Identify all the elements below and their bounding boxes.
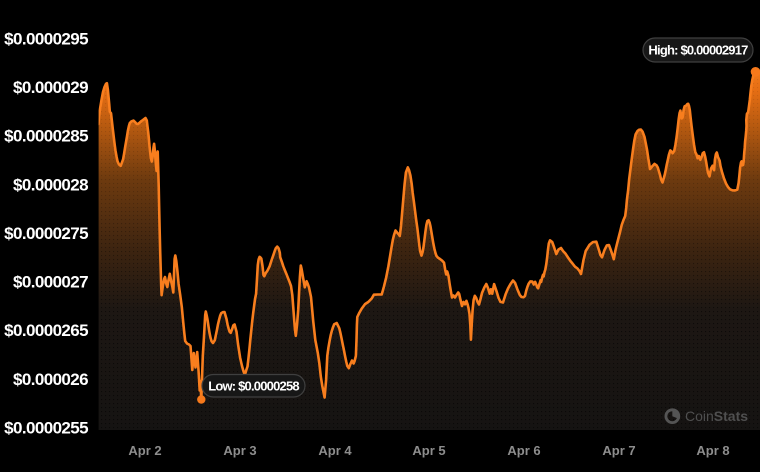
- svg-text:$0.0000285: $0.0000285: [4, 127, 88, 146]
- svg-text:Apr 2: Apr 2: [128, 443, 161, 458]
- svg-text:Apr 4: Apr 4: [318, 443, 352, 458]
- svg-text:$0.0000275: $0.0000275: [4, 224, 88, 243]
- svg-text:Apr 3: Apr 3: [223, 443, 256, 458]
- svg-text:CoinStats: CoinStats: [685, 408, 748, 424]
- svg-text:Apr 8: Apr 8: [696, 443, 729, 458]
- svg-text:$0.000028: $0.000028: [13, 175, 88, 194]
- svg-text:$0.0000295: $0.0000295: [4, 30, 88, 49]
- svg-text:Apr 6: Apr 6: [507, 443, 540, 458]
- svg-text:$0.000029: $0.000029: [13, 78, 88, 97]
- svg-text:Apr 7: Apr 7: [602, 443, 635, 458]
- svg-text:Low: $0.0000258: Low: $0.0000258: [208, 379, 299, 394]
- svg-text:High: $0.00002917: High: $0.00002917: [648, 43, 748, 58]
- svg-text:$0.0000265: $0.0000265: [4, 321, 88, 340]
- svg-text:$0.000026: $0.000026: [13, 370, 88, 389]
- svg-text:Apr 5: Apr 5: [412, 443, 445, 458]
- svg-text:$0.000027: $0.000027: [13, 273, 88, 292]
- svg-text:$0.0000255: $0.0000255: [4, 418, 88, 437]
